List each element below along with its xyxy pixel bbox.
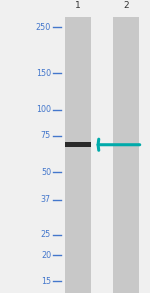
Text: 25: 25: [41, 231, 51, 239]
Text: 15: 15: [41, 277, 51, 286]
Text: 37: 37: [41, 195, 51, 204]
Bar: [65, 142, 91, 147]
Text: 50: 50: [41, 168, 51, 177]
Text: 150: 150: [36, 69, 51, 78]
Text: 2: 2: [123, 1, 129, 10]
Text: 1: 1: [75, 1, 81, 10]
Bar: [113, 17, 139, 293]
Text: 20: 20: [41, 251, 51, 260]
Text: 250: 250: [36, 23, 51, 32]
Text: 75: 75: [41, 131, 51, 140]
Text: 100: 100: [36, 105, 51, 115]
Bar: [65, 17, 91, 293]
